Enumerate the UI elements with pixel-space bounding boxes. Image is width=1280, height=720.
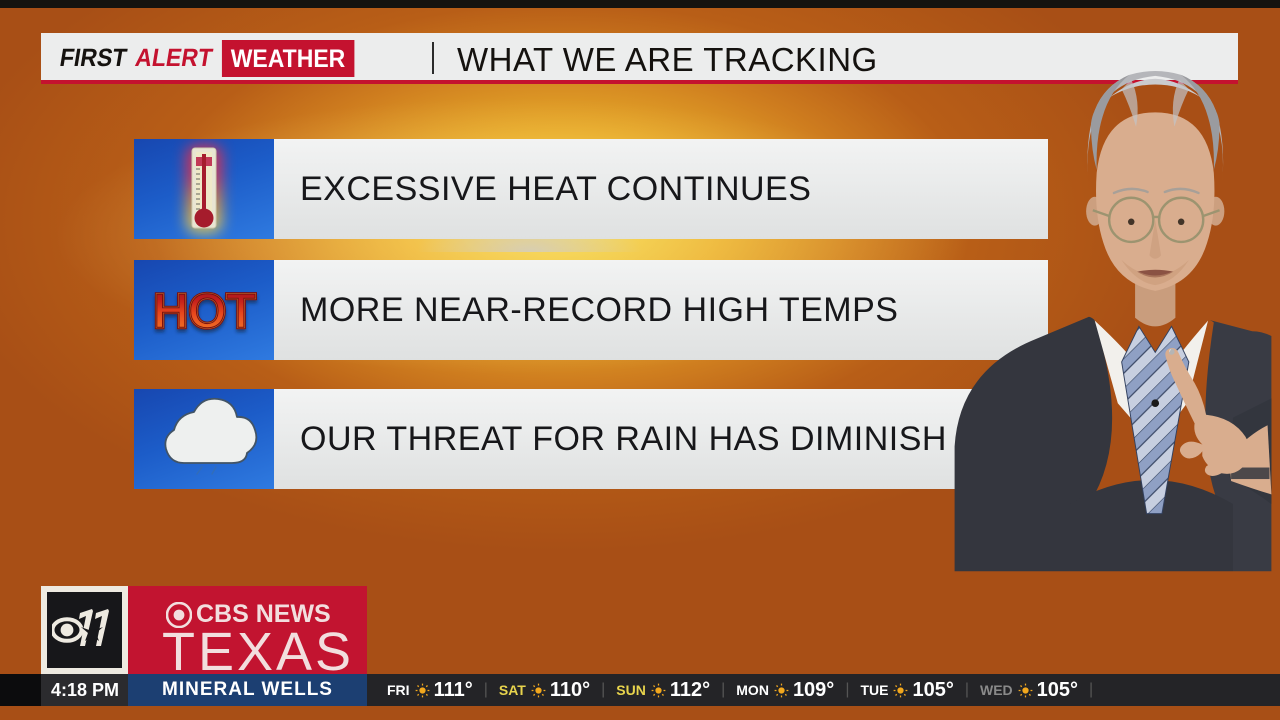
- svg-text:HOT: HOT: [153, 283, 256, 339]
